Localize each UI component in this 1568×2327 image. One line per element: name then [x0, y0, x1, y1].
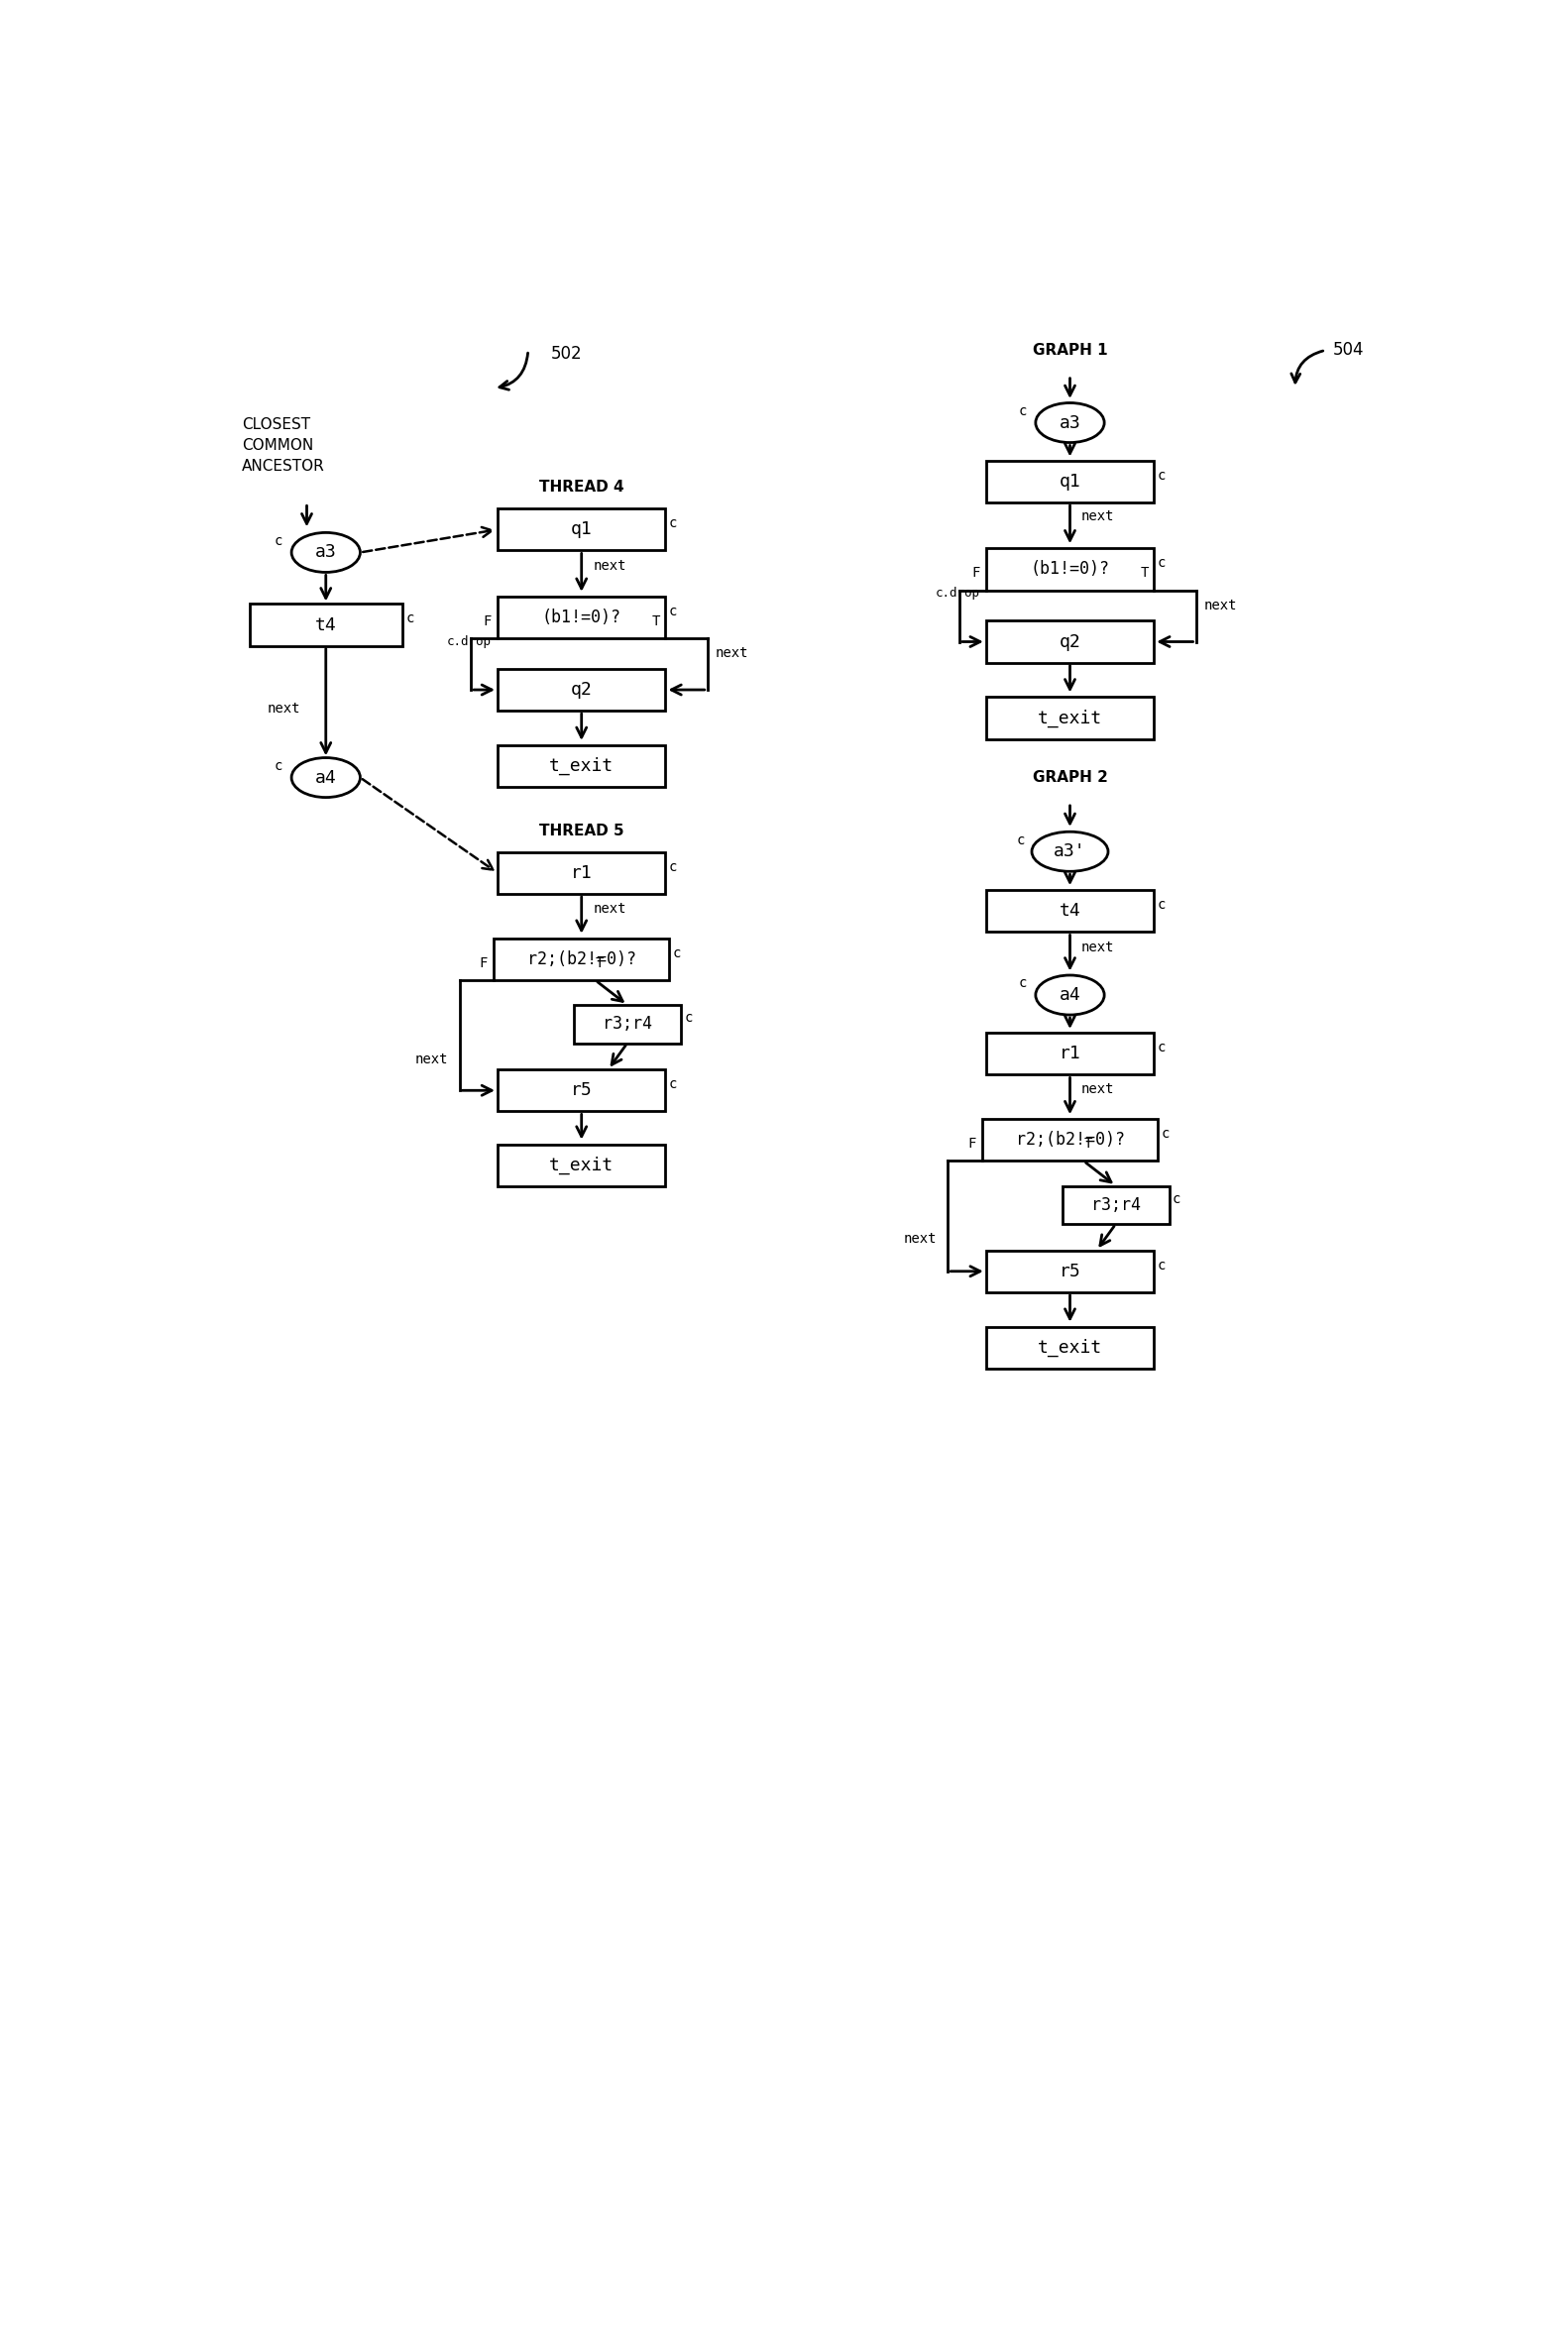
FancyBboxPatch shape	[497, 510, 665, 551]
Text: c: c	[1016, 833, 1024, 847]
Text: a4: a4	[315, 768, 337, 787]
Text: T: T	[596, 956, 604, 970]
Text: c: c	[1157, 1259, 1165, 1273]
Text: c: c	[670, 1077, 677, 1091]
FancyBboxPatch shape	[574, 1005, 681, 1042]
FancyBboxPatch shape	[986, 698, 1154, 740]
Text: q1: q1	[571, 521, 593, 538]
Text: c: c	[673, 947, 681, 961]
Text: CLOSEST
COMMON
ANCESTOR: CLOSEST COMMON ANCESTOR	[241, 417, 325, 475]
Text: c: c	[1019, 405, 1027, 419]
Text: c.drop: c.drop	[447, 635, 491, 649]
Text: next: next	[593, 903, 626, 917]
FancyBboxPatch shape	[986, 461, 1154, 503]
Text: t_exit: t_exit	[1038, 1338, 1102, 1357]
Text: r2;(b2!=0)?: r2;(b2!=0)?	[527, 949, 637, 968]
Text: next: next	[1082, 510, 1115, 524]
FancyBboxPatch shape	[986, 1326, 1154, 1368]
Text: next: next	[1082, 1082, 1115, 1096]
Text: c: c	[670, 605, 677, 619]
Text: F: F	[972, 565, 980, 579]
Ellipse shape	[1035, 403, 1104, 442]
Text: F: F	[967, 1138, 975, 1152]
FancyBboxPatch shape	[986, 891, 1154, 933]
Text: c: c	[1157, 1040, 1165, 1054]
Text: t4: t4	[1058, 903, 1080, 919]
Text: t4: t4	[315, 617, 337, 633]
Text: GRAPH 1: GRAPH 1	[1032, 342, 1107, 358]
Text: t_exit: t_exit	[1038, 710, 1102, 726]
Text: next: next	[903, 1233, 936, 1247]
Text: T: T	[652, 614, 660, 628]
Text: 504: 504	[1333, 342, 1364, 358]
Text: c.drop: c.drop	[935, 586, 980, 600]
Text: c: c	[670, 517, 677, 531]
Text: c: c	[1157, 898, 1165, 912]
Text: q2: q2	[571, 682, 593, 698]
Text: q2: q2	[1058, 633, 1080, 652]
FancyBboxPatch shape	[497, 1145, 665, 1187]
Text: c: c	[1157, 468, 1165, 482]
FancyBboxPatch shape	[497, 668, 665, 710]
Text: r3;r4: r3;r4	[1091, 1196, 1140, 1215]
Text: THREAD 4: THREAD 4	[539, 479, 624, 496]
Text: next: next	[1204, 598, 1237, 612]
Ellipse shape	[1032, 831, 1109, 870]
Text: (b1!=0)?: (b1!=0)?	[1030, 561, 1110, 577]
Text: GRAPH 2: GRAPH 2	[1032, 770, 1107, 784]
Text: c: c	[274, 759, 282, 773]
Text: c: c	[1162, 1126, 1170, 1140]
FancyBboxPatch shape	[986, 549, 1154, 591]
Text: F: F	[480, 956, 488, 970]
Text: c: c	[670, 861, 677, 873]
Text: r1: r1	[1058, 1045, 1080, 1063]
Text: q1: q1	[1058, 472, 1080, 491]
Text: r3;r4: r3;r4	[602, 1015, 652, 1033]
Text: c: c	[1157, 556, 1165, 570]
FancyBboxPatch shape	[497, 596, 665, 638]
FancyBboxPatch shape	[1063, 1187, 1170, 1224]
Text: r5: r5	[1058, 1261, 1080, 1280]
Text: c: c	[406, 612, 414, 626]
Text: next: next	[1082, 940, 1115, 954]
FancyBboxPatch shape	[497, 745, 665, 787]
Ellipse shape	[292, 759, 361, 798]
Text: c: c	[274, 535, 282, 547]
Text: (b1!=0)?: (b1!=0)?	[543, 607, 621, 626]
Text: a3: a3	[1058, 414, 1080, 430]
Text: t_exit: t_exit	[549, 756, 613, 775]
FancyBboxPatch shape	[494, 938, 670, 980]
Text: a3': a3'	[1054, 842, 1087, 861]
Ellipse shape	[1035, 975, 1104, 1015]
Text: next: next	[715, 647, 748, 661]
Text: T: T	[1083, 1138, 1091, 1152]
Text: T: T	[1140, 565, 1148, 579]
Text: F: F	[483, 614, 491, 628]
FancyBboxPatch shape	[497, 1070, 665, 1112]
Text: next: next	[267, 703, 301, 717]
Text: c: c	[1019, 977, 1027, 991]
FancyBboxPatch shape	[986, 1033, 1154, 1075]
Text: c: c	[684, 1010, 693, 1024]
Ellipse shape	[292, 533, 361, 572]
Text: c: c	[1173, 1191, 1181, 1205]
Text: THREAD 5: THREAD 5	[539, 824, 624, 838]
FancyBboxPatch shape	[249, 605, 401, 647]
FancyBboxPatch shape	[986, 621, 1154, 663]
Text: 502: 502	[550, 344, 582, 363]
Text: t_exit: t_exit	[549, 1157, 613, 1175]
FancyBboxPatch shape	[497, 852, 665, 894]
Text: a3: a3	[315, 545, 337, 561]
Text: next: next	[416, 1052, 448, 1066]
Text: a4: a4	[1058, 987, 1080, 1003]
Text: next: next	[593, 558, 626, 572]
Text: r2;(b2!=0)?: r2;(b2!=0)?	[1016, 1131, 1124, 1150]
Text: r5: r5	[571, 1082, 593, 1098]
Text: r1: r1	[571, 863, 593, 882]
FancyBboxPatch shape	[982, 1119, 1157, 1161]
FancyBboxPatch shape	[986, 1250, 1154, 1291]
